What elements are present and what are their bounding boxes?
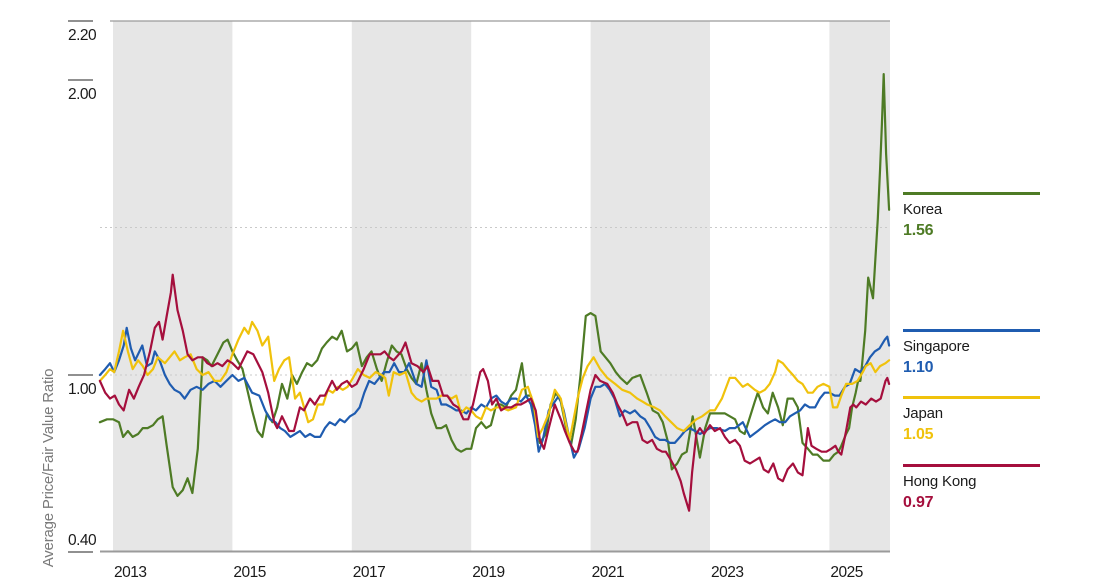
chart-legend: Korea 1.56 Singapore 1.10 Japan 1.05 Hon… bbox=[903, 0, 1083, 588]
singapore-color-line bbox=[903, 329, 1040, 332]
legend-entry-hong-kong: Hong Kong 0.97 bbox=[903, 464, 1073, 512]
series-line-korea[interactable] bbox=[98, 72, 891, 497]
x-tick-label: 2019 bbox=[472, 564, 504, 581]
legend-entry-singapore: Singapore 1.10 bbox=[903, 329, 1073, 377]
x-tick-label: 2017 bbox=[353, 564, 385, 581]
legend-value-hong-kong: 0.97 bbox=[903, 494, 934, 511]
series-line-singapore[interactable] bbox=[98, 326, 891, 459]
legend-label-hong-kong: Hong Kong bbox=[903, 472, 977, 490]
x-tick-label: 2023 bbox=[711, 564, 743, 581]
legend-value-korea: 1.56 bbox=[903, 222, 934, 239]
y-tick-label: 2.20 bbox=[68, 27, 97, 44]
x-tick-label: 2013 bbox=[114, 564, 146, 581]
shaded-band bbox=[113, 21, 233, 552]
shaded-band bbox=[351, 21, 472, 552]
y-tick-label: 2.00 bbox=[68, 86, 97, 103]
shaded-band bbox=[829, 21, 890, 552]
x-tick-label: 2015 bbox=[233, 564, 265, 581]
korea-color-line bbox=[903, 192, 1040, 195]
legend-entry-japan: Japan 1.05 bbox=[903, 396, 1073, 444]
legend-entry-korea: Korea 1.56 bbox=[903, 192, 1073, 240]
series-line-japan[interactable] bbox=[98, 320, 891, 441]
legend-value-japan: 1.05 bbox=[903, 426, 934, 443]
x-tick-label: 2021 bbox=[592, 564, 624, 581]
shaded-band bbox=[590, 21, 710, 552]
hong-kong-color-line bbox=[903, 464, 1040, 467]
y-tick-label: 0.40 bbox=[68, 532, 97, 549]
legend-label-singapore: Singapore bbox=[903, 337, 970, 355]
legend-label-korea: Korea bbox=[903, 200, 943, 218]
legend-value-singapore: 1.10 bbox=[903, 359, 934, 376]
x-tick-label: 2025 bbox=[830, 564, 862, 581]
y-axis-title: Average Price/Fair Value Ratio bbox=[40, 368, 57, 568]
series-line-hong-kong[interactable] bbox=[98, 273, 891, 512]
y-tick-label: 1.00 bbox=[68, 381, 97, 398]
legend-label-japan: Japan bbox=[903, 404, 943, 422]
japan-color-line bbox=[903, 396, 1040, 399]
